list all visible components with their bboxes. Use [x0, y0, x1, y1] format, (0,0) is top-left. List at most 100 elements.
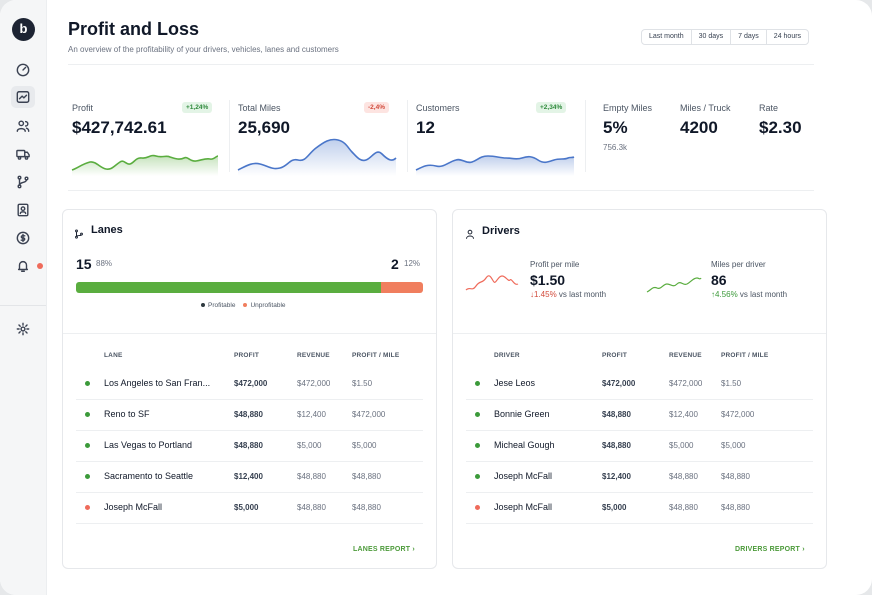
- row-profit-per-mile: $5,000: [352, 441, 377, 450]
- settings-icon[interactable]: [14, 320, 32, 338]
- row-profit: $48,880: [234, 410, 263, 419]
- ppm-label: Profit per mile: [530, 260, 580, 269]
- lanes-title: Lanes: [91, 224, 123, 236]
- arrow-down-icon: ↓: [530, 290, 534, 299]
- mpd-delta-value: 4.56%: [715, 290, 738, 299]
- status-dot: [475, 505, 480, 510]
- row-divider: [466, 399, 813, 400]
- row-divider: [466, 461, 813, 462]
- bell-icon[interactable]: [14, 257, 32, 275]
- range-24-hours[interactable]: 24 hours: [765, 30, 809, 44]
- row-name[interactable]: Bonnie Green: [494, 409, 550, 419]
- lanes-report-link[interactable]: LANES REPORT ›: [353, 546, 415, 553]
- users-icon[interactable]: [14, 117, 32, 135]
- kpi-miles-badge: -2,4%: [364, 102, 389, 113]
- arrow-up-icon: ↑: [711, 290, 715, 299]
- lanes-card: Lanes 15 88% 2 12% Profitable Unprofitab…: [62, 209, 437, 569]
- lanes-col-ppm: PROFIT / MILE: [352, 352, 400, 359]
- truck-icon[interactable]: [14, 145, 32, 163]
- kpi-customers-label: Customers: [416, 103, 460, 113]
- billing-icon[interactable]: [14, 229, 32, 247]
- row-name[interactable]: Joseph McFall: [494, 502, 553, 512]
- drivers-report-link[interactable]: DRIVERS REPORT ›: [735, 546, 805, 553]
- row-divider: [76, 523, 423, 524]
- row-revenue: $5,000: [669, 441, 694, 450]
- lanes-profitable-count: 15: [76, 256, 92, 272]
- range-last-month[interactable]: Last month: [642, 30, 691, 44]
- row-name[interactable]: Sacramento to Seattle: [104, 471, 194, 481]
- row-revenue: $472,000: [297, 379, 331, 388]
- lanes-unprofitable-pct: 12%: [404, 259, 421, 268]
- contacts-icon[interactable]: [14, 201, 32, 219]
- row-profit-per-mile: $48,880: [721, 503, 750, 512]
- lanes-report-label: LANES REPORT: [353, 546, 411, 553]
- kpi-miles-label: Total Miles: [238, 103, 281, 113]
- row-profit: $48,880: [234, 441, 263, 450]
- row-revenue: $12,400: [669, 410, 698, 419]
- row-revenue: $48,880: [669, 472, 698, 481]
- reports-icon[interactable]: [11, 86, 35, 108]
- drivers-col-profit: PROFIT: [602, 352, 628, 359]
- row-divider: [466, 430, 813, 431]
- miles-per-driver-sparkline: [646, 277, 702, 293]
- range-7-days[interactable]: 7 days: [730, 30, 766, 44]
- drivers-col-driver: DRIVER: [494, 352, 520, 359]
- status-dot: [85, 412, 90, 417]
- row-profit: $472,000: [602, 379, 636, 388]
- mpd-delta: ↑4.56% vs last month: [711, 290, 787, 299]
- row-profit: $472,000: [234, 379, 268, 388]
- page-title: Profit and Loss: [68, 19, 200, 39]
- row-profit-per-mile: $48,880: [352, 472, 381, 481]
- row-name[interactable]: Micheal Gough: [494, 440, 555, 450]
- row-revenue: $48,880: [297, 472, 326, 481]
- lanes-unprofitable-count: 2: [391, 256, 399, 272]
- kpi-rate-label: Rate: [759, 103, 779, 113]
- row-divider: [466, 523, 813, 524]
- row-name[interactable]: Joseph McFall: [494, 471, 553, 481]
- status-dot: [475, 474, 480, 479]
- lanes-col-revenue: REVENUE: [297, 352, 330, 359]
- row-profit: $5,000: [602, 503, 627, 512]
- row-name[interactable]: Jese Leos: [494, 378, 536, 388]
- row-revenue: $5,000: [297, 441, 322, 450]
- row-name[interactable]: Las Vegas to Portland: [104, 440, 193, 450]
- row-profit: $5,000: [234, 503, 259, 512]
- status-dot: [475, 412, 480, 417]
- lanes-icon[interactable]: [14, 173, 32, 191]
- lanes-unprofitable-bar: [381, 282, 423, 293]
- range-30-days[interactable]: 30 days: [690, 30, 731, 44]
- ppm-delta-suffix: vs last month: [558, 290, 607, 299]
- row-name[interactable]: Los Angeles to San Fran...: [104, 378, 211, 388]
- row-revenue: $48,880: [297, 503, 326, 512]
- notification-dot: [37, 263, 43, 269]
- kpi-customers-badge: +2,34%: [536, 102, 567, 113]
- ppm-delta: ↓1.45% vs last month: [530, 290, 606, 299]
- row-name[interactable]: Joseph McFall: [104, 502, 163, 512]
- dashboard-icon[interactable]: [14, 61, 32, 79]
- legend-unprofitable-label: Unprofitable: [250, 302, 286, 309]
- row-divider: [466, 492, 813, 493]
- row-profit-per-mile: $472,000: [721, 410, 755, 419]
- row-profit-per-mile: $472,000: [352, 410, 386, 419]
- legend-profitable-label: Profitable: [208, 302, 236, 309]
- kpi-empty-miles-sub: 756.3k: [603, 143, 628, 152]
- row-profit-per-mile: $48,880: [721, 472, 750, 481]
- legend-unprofitable: Unprofitable: [243, 302, 286, 309]
- drivers-card: Drivers Profit per mile $1.50 ↓1.45% vs …: [452, 209, 827, 569]
- lanes-col-profit: PROFIT: [234, 352, 260, 359]
- kpi-rate-value: $2.30: [759, 118, 802, 137]
- app-logo[interactable]: b: [12, 18, 35, 41]
- lanes-ratio-bar: [76, 282, 423, 293]
- kpi-profit-badge: +1,24%: [182, 102, 213, 113]
- mpd-delta-suffix: vs last month: [739, 290, 788, 299]
- status-dot: [85, 474, 90, 479]
- row-name[interactable]: Reno to SF: [104, 409, 150, 419]
- row-revenue: $48,880: [669, 503, 698, 512]
- kpi-divider: [229, 100, 230, 172]
- kpi-miles-truck-value: 4200: [680, 118, 718, 137]
- drivers-col-revenue: REVENUE: [669, 352, 702, 359]
- profit-sparkline: [71, 154, 219, 176]
- status-dot: [85, 381, 90, 386]
- status-dot: [85, 443, 90, 448]
- row-revenue: $12,400: [297, 410, 326, 419]
